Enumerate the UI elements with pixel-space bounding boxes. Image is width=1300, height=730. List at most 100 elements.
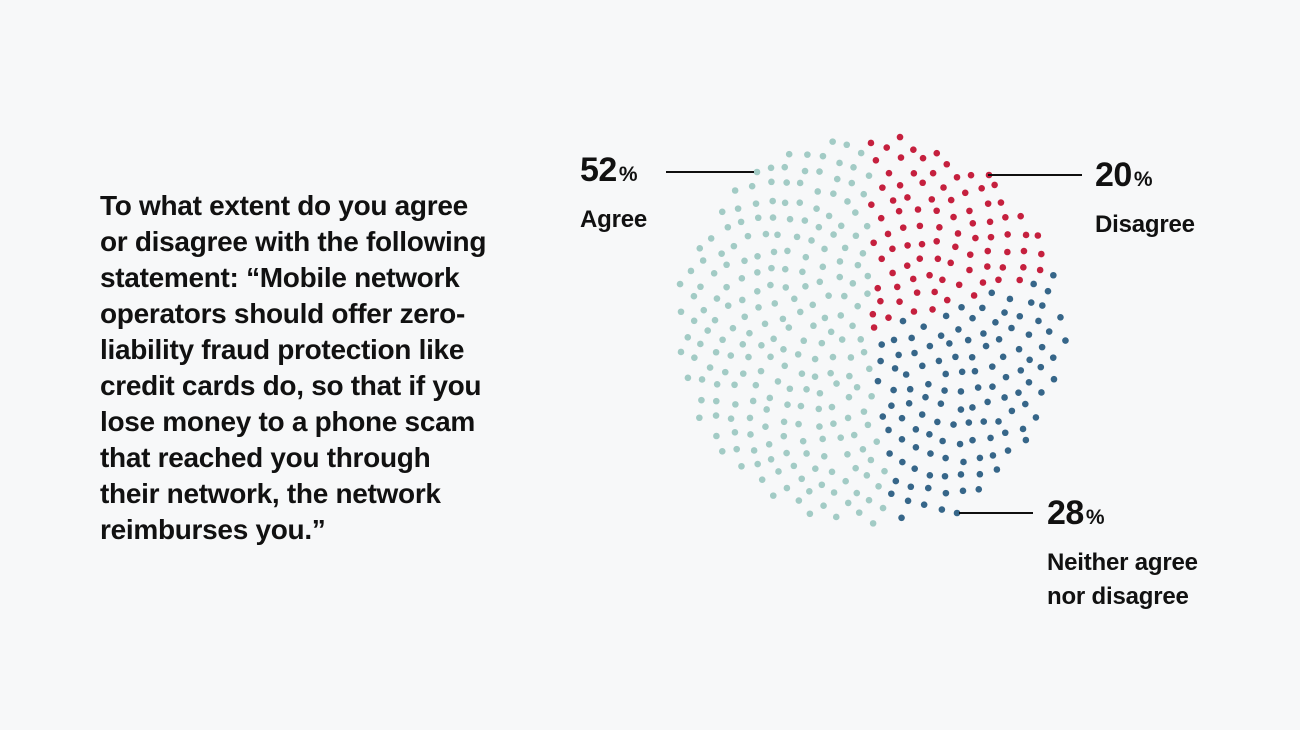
chart-dot (825, 212, 833, 220)
chart-dot (1017, 367, 1025, 374)
chart-dot (767, 281, 774, 289)
chart-dot (1004, 231, 1011, 238)
chart-dot (732, 401, 739, 408)
chart-dot (1034, 232, 1042, 239)
chart-dot (700, 306, 708, 314)
chart-dot (774, 231, 781, 239)
chart-dot (853, 383, 861, 391)
chart-dot (710, 270, 718, 277)
chart-dot (940, 184, 947, 191)
chart-dot (916, 222, 924, 230)
chart-dot (684, 374, 692, 382)
chart-dot (802, 282, 809, 290)
chart-dot (957, 406, 965, 413)
chart-dot (746, 414, 754, 422)
chart-dot (1020, 264, 1027, 271)
chart-dot (741, 313, 749, 321)
chart-dot (730, 242, 738, 250)
chart-dot (852, 464, 859, 472)
chart-dot (966, 251, 974, 258)
chart-dot (813, 205, 820, 212)
chart-dot (745, 353, 752, 361)
question-line: credit cards do, so that if you (100, 370, 482, 401)
chart-dot (752, 381, 760, 389)
chart-dot (918, 411, 926, 418)
chart-dot (924, 484, 932, 492)
chart-dot (696, 245, 704, 252)
chart-dot (819, 263, 827, 271)
chart-dot (677, 348, 685, 356)
chart-dot (731, 187, 739, 194)
chart-dot (936, 224, 943, 231)
chart-dot (863, 472, 871, 479)
chart-dot (790, 462, 798, 470)
chart-dot (850, 431, 858, 439)
chart-dot (953, 173, 961, 181)
chart-dot (687, 267, 695, 275)
chart-dot (961, 189, 969, 197)
chart-dot (753, 168, 761, 176)
chart-dot (724, 223, 732, 231)
chart-dot (969, 436, 976, 444)
chart-dot (929, 169, 937, 177)
percent-sign: % (618, 163, 638, 186)
chart-dot (875, 483, 882, 490)
chart-dot (885, 314, 892, 321)
chart-dot (864, 272, 872, 280)
chart-dot (808, 237, 815, 244)
chart-dot (829, 138, 836, 145)
chart-dot (844, 450, 851, 458)
percent-sign: % (1085, 506, 1105, 529)
chart-dot (783, 179, 790, 186)
chart-dot (749, 397, 757, 405)
disagree-value: 20 (1095, 156, 1132, 194)
chart-dot (877, 357, 884, 365)
chart-dot (941, 387, 948, 394)
chart-dot (956, 440, 964, 448)
chart-dot (967, 171, 975, 179)
chart-dot (830, 489, 838, 496)
chart-dot (992, 319, 999, 326)
chart-dot (860, 190, 868, 198)
chart-dot (879, 184, 886, 191)
chart-dot (820, 502, 827, 510)
chart-dot (957, 388, 965, 395)
chart-dot (791, 295, 798, 303)
chart-dot (785, 150, 793, 158)
chart-dot (904, 497, 912, 505)
chart-dot (852, 232, 860, 240)
chart-dot (865, 496, 873, 504)
chart-dot (975, 486, 983, 493)
chart-dot (841, 244, 849, 252)
chart-dot (836, 159, 843, 167)
chart-dot (758, 476, 766, 483)
chart-dot (926, 431, 933, 438)
chart-dot (950, 213, 957, 221)
neither-percentage: 28% (1047, 496, 1229, 535)
chart-dot (729, 324, 737, 332)
chart-dot (907, 483, 915, 491)
chart-dot (863, 222, 871, 230)
chart-dot (699, 257, 707, 264)
chart-dot (712, 412, 720, 419)
chart-dot (1004, 447, 1012, 454)
chart-dot (934, 255, 942, 263)
chart-dot (890, 386, 897, 394)
chart-dot (859, 446, 867, 453)
disagree-label: Disagree (1095, 211, 1195, 238)
chart-dot (938, 506, 946, 513)
chart-dot (919, 362, 926, 370)
chart-dot (843, 141, 851, 149)
chart-dot (966, 266, 973, 274)
chart-dot (830, 190, 837, 197)
chart-dot (953, 509, 961, 517)
chart-dot (886, 450, 893, 457)
chart-dot (757, 367, 765, 375)
chart-dot (848, 179, 856, 187)
chart-dot (712, 397, 720, 405)
chart-dot (911, 465, 918, 472)
chart-dot (942, 312, 950, 320)
chart-dot (950, 421, 957, 428)
chart-dot (810, 322, 817, 330)
chart-dot (853, 489, 861, 497)
